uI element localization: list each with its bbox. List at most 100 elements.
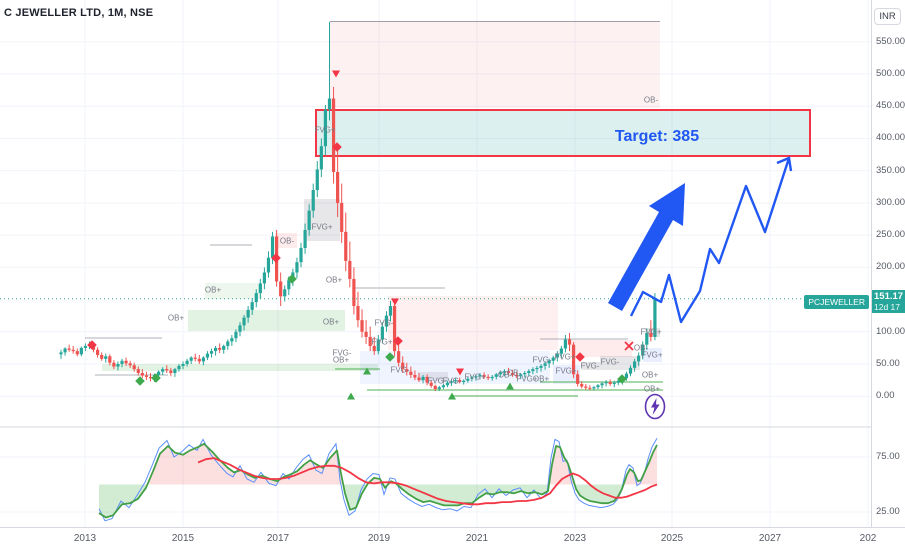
price-tick: 50.00 [876, 357, 900, 369]
candle-body [612, 382, 616, 384]
time-tick: 2013 [73, 533, 97, 544]
current-price-value: 151.17 [874, 291, 904, 302]
candle-body [63, 348, 67, 353]
candle-body [96, 349, 100, 355]
candle-body [83, 345, 88, 348]
candle-body [360, 320, 364, 332]
price-tick: 500.00 [876, 68, 905, 80]
candle-body [283, 289, 287, 297]
candle-body [189, 357, 193, 361]
candle-body [441, 385, 445, 388]
candle-body [380, 326, 384, 340]
candle-body [466, 378, 470, 381]
candle-body [547, 360, 551, 364]
big-up-arrow[interactable] [608, 183, 685, 311]
candle-body [571, 344, 576, 375]
candle-body [437, 387, 441, 390]
time-axis[interactable]: 2013 2015 2017 2019 2021 2023 2025 2027 202 [0, 527, 905, 550]
currency-toggle-button[interactable]: INR [874, 8, 901, 25]
marker-diamond [135, 376, 145, 386]
candle-body [100, 354, 104, 359]
candle-body [124, 360, 128, 364]
candle-body [254, 293, 258, 303]
candle-body [104, 356, 108, 359]
candle-body [266, 257, 271, 273]
projection-zigzag-line[interactable] [629, 157, 791, 324]
candle-body [474, 376, 478, 378]
candle-body [409, 371, 413, 375]
candle-body [295, 262, 299, 273]
symbol-price-tag: PCJEWELLER [804, 295, 869, 309]
candle-body [384, 315, 389, 327]
candle-body [653, 298, 657, 337]
candle-body [616, 380, 620, 383]
candle-body [543, 363, 547, 366]
candle-body [453, 380, 458, 382]
candle-body [250, 302, 254, 310]
candle-body [112, 362, 116, 367]
candle-body [75, 351, 79, 355]
candle-body [140, 373, 144, 376]
candle-body [169, 370, 173, 374]
candle-body [270, 236, 275, 258]
projection-arrowhead [776, 156, 793, 172]
candle-body [478, 374, 482, 377]
candle-body [486, 376, 490, 379]
marker-diamond [87, 340, 97, 350]
symbol-title[interactable]: C JEWELLER LTD, 1M, NSE [4, 7, 154, 19]
candle-body [417, 377, 421, 381]
marker-triangle-down [332, 70, 340, 78]
candle-body [181, 363, 185, 366]
marker-triangle-down [456, 368, 464, 376]
bar-countdown: 12d 17 [874, 302, 900, 312]
candle-body [311, 190, 315, 211]
candle-body [230, 338, 234, 342]
candle-body [649, 333, 653, 337]
candle-body [327, 98, 332, 110]
osc-tick: 25.00 [876, 506, 900, 517]
price-tick: 100.00 [876, 325, 905, 337]
candle-body [67, 348, 71, 350]
candle-body [388, 305, 393, 316]
time-tick: 2023 [563, 533, 587, 544]
candle-body [592, 387, 596, 389]
candle-body [173, 369, 177, 374]
candle-body [628, 367, 633, 374]
marker-triangle-down [391, 298, 399, 306]
candle-body [59, 352, 63, 355]
time-tick: 2019 [367, 533, 391, 544]
time-tick: 2025 [660, 533, 684, 544]
marker-diamond [575, 352, 585, 362]
candle-body [262, 272, 266, 284]
candle-body [567, 339, 572, 345]
candle-body [519, 374, 523, 377]
time-tick: 2015 [171, 533, 195, 544]
marker-x [624, 341, 634, 351]
candle-body [445, 382, 450, 386]
candle-body [71, 349, 75, 352]
candle-body [287, 280, 291, 290]
candle-body [79, 347, 83, 355]
price-axis[interactable]: 550.00 500.00 450.00 400.00 350.00 300.00 250.… [871, 0, 905, 527]
candle-body [376, 339, 380, 352]
candle-body [246, 309, 250, 318]
marker-triangle-up [347, 392, 355, 400]
price-tick: 200.00 [876, 261, 905, 273]
candle-body [157, 371, 161, 375]
candle-body [213, 347, 218, 352]
candle-body [515, 374, 519, 377]
price-tick: 250.00 [876, 229, 905, 241]
candle-body [323, 109, 328, 147]
time-tick: 2021 [465, 533, 489, 544]
candle-body [531, 369, 535, 372]
candle-body [315, 169, 319, 191]
candle-body [600, 383, 604, 386]
candle-body [352, 278, 356, 306]
candle-body [413, 374, 417, 378]
candle-body [425, 376, 429, 383]
candle-body [303, 229, 307, 249]
candle-body [608, 382, 612, 384]
candle-body [340, 202, 344, 232]
price-tick: 450.00 [876, 100, 905, 112]
